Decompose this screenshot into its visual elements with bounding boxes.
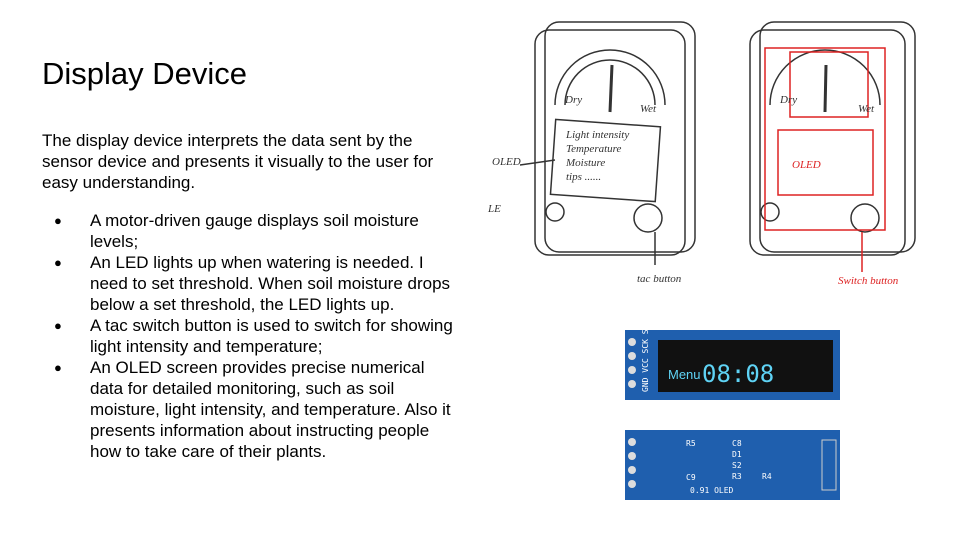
intro-text: The display device interprets the data s… <box>42 131 434 192</box>
pin-labels: GND VCC SCK SDA <box>641 320 650 392</box>
label: Moisture <box>565 157 605 169</box>
device-front <box>534 29 686 256</box>
label: OLED <box>792 159 821 171</box>
sketch-left <box>519 21 696 265</box>
outline <box>764 47 886 231</box>
bullet-list: A motor-driven gauge displays soil moist… <box>42 210 462 462</box>
component: C9 <box>686 473 696 482</box>
screen-sketch <box>549 118 662 203</box>
component: S2 <box>732 461 742 470</box>
oled-back: R5 C8 D1 S2 R3 R4 C9 0.91 OLED <box>625 430 840 500</box>
device-body <box>759 21 916 253</box>
outline <box>777 129 874 196</box>
label: Dry <box>564 94 582 106</box>
bullet: A motor-driven gauge displays soil moist… <box>54 210 462 252</box>
component: R5 <box>686 439 696 448</box>
sketch-right-red <box>764 47 886 272</box>
knob-sketch <box>633 203 663 233</box>
pointer <box>519 159 556 166</box>
outline <box>789 51 869 118</box>
label: tac button <box>637 273 682 285</box>
knob-sketch <box>850 203 880 233</box>
component: R3 <box>732 472 742 481</box>
bullet: An OLED screen provides precise numerica… <box>54 357 462 462</box>
board-label: 0.91 OLED <box>690 486 734 495</box>
device-body <box>544 21 696 253</box>
gauge-needle <box>608 64 614 113</box>
component: C8 <box>732 439 742 448</box>
gauge-needle <box>823 64 828 113</box>
component: R4 <box>762 472 772 481</box>
led-sketch <box>760 202 780 222</box>
screen-menu: Menu <box>668 367 701 382</box>
label: OLED <box>492 156 521 168</box>
bullet: A tac switch button is used to switch fo… <box>54 315 462 357</box>
gauge-arc <box>554 49 666 106</box>
label: Wet <box>640 103 657 115</box>
label: tips ...... <box>566 171 601 183</box>
label: Light intensity <box>565 129 629 141</box>
gauge-arc <box>564 59 656 106</box>
screen-time: 08:08 <box>702 360 774 388</box>
sketch-left-labels: Dry Wet Light intensity Temperature Mois… <box>487 94 682 285</box>
gauge-arc <box>769 49 881 106</box>
oled-front: GND VCC SCK SDA Menu 08:08 <box>625 320 840 400</box>
sketch-right <box>749 21 916 256</box>
device-front <box>749 29 906 256</box>
led-sketch <box>545 202 565 222</box>
label: Wet <box>858 103 875 115</box>
label: Switch button <box>838 275 899 287</box>
slide-title: Display Device <box>42 56 248 91</box>
pcb <box>625 430 840 500</box>
label: Temperature <box>566 143 622 155</box>
label: LE <box>487 203 501 215</box>
label: Dry <box>779 94 797 106</box>
component: D1 <box>732 450 742 459</box>
bullet: An LED lights up when watering is needed… <box>54 252 462 315</box>
sketch-right-labels: Dry Wet OLED Switch button <box>779 94 899 287</box>
flex <box>821 439 837 491</box>
screen <box>658 340 833 392</box>
